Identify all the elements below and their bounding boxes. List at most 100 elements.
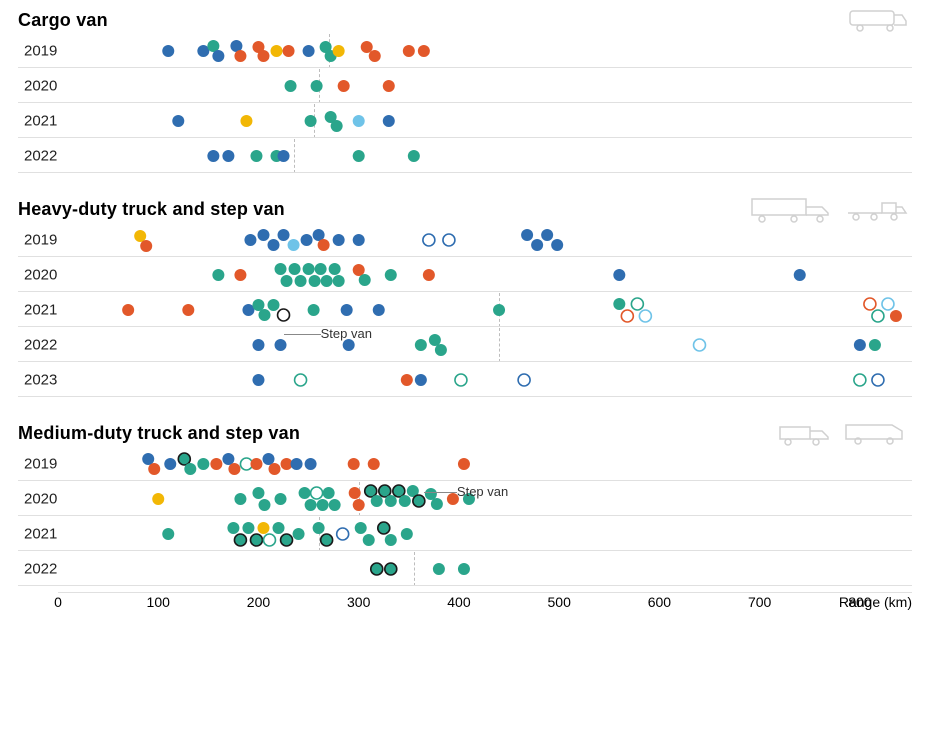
panel-title: Cargo van <box>18 10 912 31</box>
data-point <box>222 453 234 465</box>
data-point <box>207 150 219 162</box>
data-point <box>309 275 321 287</box>
data-point <box>271 45 283 57</box>
data-point <box>353 264 365 276</box>
plot-area <box>58 447 910 481</box>
data-point <box>250 458 262 470</box>
data-point <box>385 534 397 546</box>
data-point <box>872 310 884 322</box>
annotation-leader <box>284 334 321 335</box>
panel-0: Cargo van2019202020212022 <box>18 10 912 173</box>
data-point <box>864 298 876 310</box>
x-axis: 0100200300400500600700800Range (km) <box>18 592 912 624</box>
data-point <box>269 463 281 475</box>
data-point <box>399 495 411 507</box>
year-label: 2023 <box>24 372 57 389</box>
data-point <box>278 229 290 241</box>
data-point <box>337 528 349 540</box>
data-point <box>425 488 437 500</box>
data-point <box>242 522 254 534</box>
data-point <box>551 239 563 251</box>
data-point <box>318 239 330 251</box>
data-point <box>240 115 252 127</box>
data-point <box>458 563 470 575</box>
data-point <box>415 374 427 386</box>
data-point <box>371 563 383 575</box>
x-tick: 200 <box>247 594 270 610</box>
data-point <box>329 499 341 511</box>
data-point <box>373 304 385 316</box>
x-tick: 300 <box>347 594 370 610</box>
data-point <box>212 50 224 62</box>
data-point <box>250 534 262 546</box>
data-point <box>308 304 320 316</box>
x-tick: 400 <box>447 594 470 610</box>
data-point <box>531 239 543 251</box>
data-point <box>257 229 269 241</box>
data-point <box>521 229 533 241</box>
data-point <box>257 522 269 534</box>
data-point <box>305 499 317 511</box>
data-point <box>401 528 413 540</box>
year-label: 2022 <box>24 148 57 165</box>
data-point <box>443 234 455 246</box>
plot-area <box>58 552 910 586</box>
data-point <box>378 522 390 534</box>
row-Medium-duty truck and step van-2019: 2019 <box>18 446 912 481</box>
data-point <box>493 304 505 316</box>
data-point <box>273 522 285 534</box>
data-point <box>385 563 397 575</box>
data-point <box>311 487 323 499</box>
data-point <box>257 50 269 62</box>
data-point <box>431 498 443 510</box>
plot-area <box>58 517 910 551</box>
data-point <box>293 528 305 540</box>
data-point <box>184 463 196 475</box>
data-point <box>401 374 413 386</box>
data-point <box>323 487 335 499</box>
year-label: 2021 <box>24 113 57 130</box>
data-point <box>244 234 256 246</box>
data-point <box>423 234 435 246</box>
year-label: 2020 <box>24 267 57 284</box>
x-tick: 600 <box>648 594 671 610</box>
data-point <box>371 495 383 507</box>
data-point <box>295 275 307 287</box>
data-point <box>268 239 280 251</box>
data-point <box>435 344 447 356</box>
row-Heavy-duty truck and step van-2019: 2019 <box>18 222 912 257</box>
data-point <box>228 463 240 475</box>
data-point <box>234 50 246 62</box>
data-point <box>258 309 270 321</box>
data-point <box>268 299 280 311</box>
data-point <box>281 534 293 546</box>
data-point <box>305 458 317 470</box>
data-point <box>263 534 275 546</box>
data-point <box>278 309 290 321</box>
year-label: 2020 <box>24 78 57 95</box>
data-point <box>234 534 246 546</box>
data-point <box>338 80 350 92</box>
data-point <box>458 458 470 470</box>
data-point <box>289 263 301 275</box>
data-point <box>393 485 405 497</box>
row-Heavy-duty truck and step van-2022: 2022 <box>18 327 912 362</box>
data-point <box>275 493 287 505</box>
data-point <box>341 304 353 316</box>
data-point <box>353 234 365 246</box>
data-point <box>872 374 884 386</box>
data-point <box>415 339 427 351</box>
data-point <box>694 339 706 351</box>
data-point <box>348 458 360 470</box>
year-label: 2022 <box>24 337 57 354</box>
data-point <box>333 275 345 287</box>
plot-area <box>58 293 910 327</box>
data-point <box>299 487 311 499</box>
year-label: 2022 <box>24 561 57 578</box>
data-point <box>212 269 224 281</box>
data-point <box>383 80 395 92</box>
data-point <box>172 115 184 127</box>
panel-2: Medium-duty truck and step van2019202020… <box>18 423 912 586</box>
annotation-leader <box>424 492 457 493</box>
panel-1: Heavy-duty truck and step van20192020202… <box>18 199 912 397</box>
